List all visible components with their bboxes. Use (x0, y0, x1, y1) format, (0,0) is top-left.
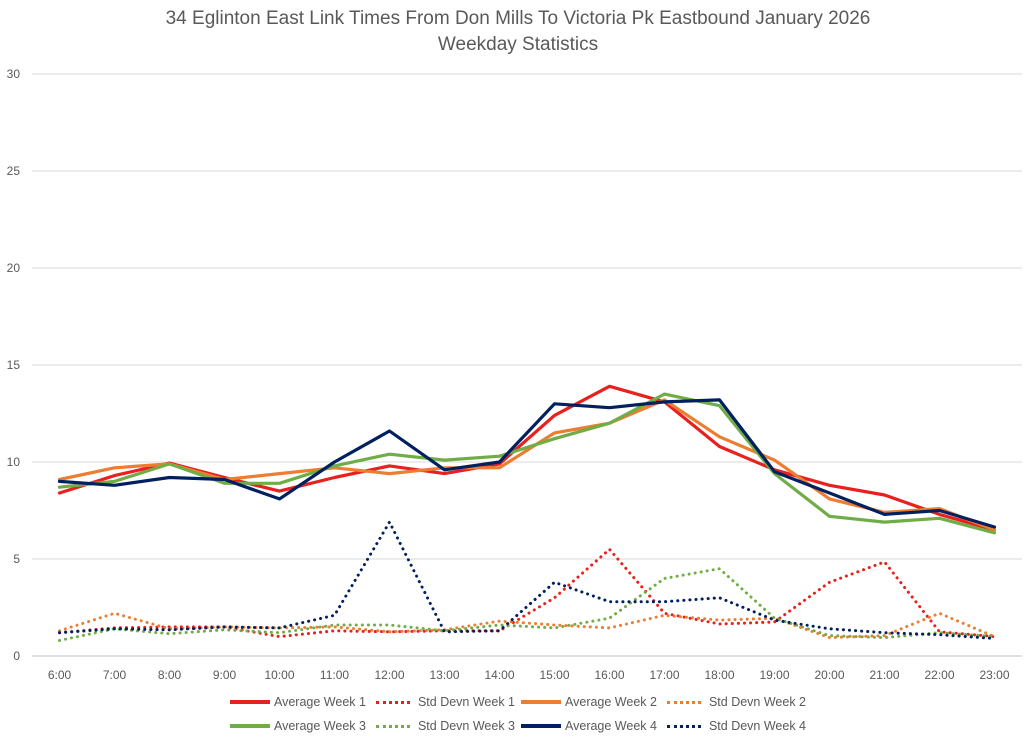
x-tick-label: 18:00 (704, 668, 734, 682)
legend-swatch-average-week-3 (229, 724, 270, 728)
y-tick-label: 30 (7, 67, 21, 81)
legend-item-std-devn-week-1: Std Devn Week 1 (372, 695, 515, 709)
legend-label: Std Devn Week 1 (417, 695, 515, 709)
series-line-std-devn-week-1 (58, 547, 996, 639)
legend-swatch-std-devn-week-4 (666, 724, 701, 728)
x-tick-label: 13:00 (429, 668, 459, 682)
series-line-std-devn-week-4 (58, 520, 996, 640)
x-tick-label: 16:00 (594, 668, 624, 682)
x-tick-label: 20:00 (814, 668, 844, 682)
legend-label: Average Week 1 (273, 695, 366, 709)
legend-item-average-week-3: Average Week 3 (229, 719, 366, 733)
y-axis-ticks: 0 5 10 15 20 25 30 (7, 67, 21, 663)
legend-swatch-std-devn-week-1 (375, 700, 410, 704)
legend-swatch-std-devn-week-2 (666, 700, 701, 704)
legend-item-average-week-1: Average Week 1 (229, 695, 366, 709)
x-tick-label: 12:00 (374, 668, 404, 682)
x-tick-label: 9:00 (213, 668, 237, 682)
series-line-average-week-1 (57, 384, 997, 532)
legend-swatch-std-devn-week-3 (375, 724, 410, 728)
legend-label: Average Week 2 (565, 695, 657, 709)
x-axis-ticks: 6:00 7:00 8:00 9:00 10:00 11:00 12:00 13:00 14:0… (48, 668, 1010, 682)
series-line-std-devn-week-3 (58, 567, 996, 642)
x-tick-label: 23:00 (979, 668, 1009, 682)
series-line-average-week-3 (57, 392, 997, 535)
y-tick-label: 15 (7, 358, 21, 372)
legend-label: Average Week 3 (273, 719, 366, 733)
legend-label: Average Week 4 (565, 719, 657, 733)
legend-item-std-devn-week-3: Std Devn Week 3 (372, 719, 515, 733)
y-tick-label: 25 (7, 164, 21, 178)
legend: Average Week 1 Std Devn Week 1 Average Wee… (0, 690, 1024, 738)
x-tick-label: 6:00 (48, 668, 72, 682)
y-tick-label: 20 (7, 261, 21, 275)
series-line-average-week-2 (57, 398, 997, 532)
legend-swatch-average-week-1 (229, 700, 270, 704)
chart-title: 34 Eglinton East Link Times From Don Mil… (165, 8, 871, 29)
x-tick-label: 7:00 (103, 668, 127, 682)
x-tick-label: 15:00 (539, 668, 569, 682)
y-tick-label: 5 (13, 552, 20, 566)
y-tick-label: 0 (13, 649, 20, 663)
x-tick-label: 19:00 (759, 668, 789, 682)
x-tick-label: 11:00 (320, 668, 349, 682)
legend-row: Average Week 1 Std Devn Week 1 Average Wee… (0, 690, 1024, 714)
chart-subtitle: Weekday Statistics (437, 34, 599, 55)
gridlines (32, 73, 1022, 657)
x-tick-label: 8:00 (158, 668, 182, 682)
y-tick-label: 10 (7, 455, 21, 469)
legend-item-std-devn-week-4: Std Devn Week 4 (663, 719, 806, 733)
series-line-average-week-4 (57, 398, 997, 529)
x-tick-label: 21:00 (869, 668, 899, 682)
series-group (57, 384, 997, 642)
x-tick-label: 17:00 (649, 668, 679, 682)
chart-title-block: 34 Eglinton East Link Times From Don Mil… (0, 6, 1024, 58)
legend-swatch-average-week-4 (521, 724, 561, 728)
legend-item-average-week-4: Average Week 4 (521, 719, 657, 733)
legend-swatch-average-week-2 (521, 700, 561, 704)
legend-item-average-week-2: Average Week 2 (521, 695, 657, 709)
x-tick-label: 22:00 (924, 668, 954, 682)
legend-row: Average Week 3 Std Devn Week 3 Average Wee… (0, 714, 1024, 738)
legend-label: Std Devn Week 2 (708, 695, 807, 709)
legend-item-std-devn-week-2: Std Devn Week 2 (663, 695, 806, 709)
x-tick-label: 10:00 (264, 668, 294, 682)
x-tick-label: 14:00 (484, 668, 514, 682)
legend-label: Std Devn Week 4 (708, 719, 807, 733)
legend-label: Std Devn Week 3 (417, 719, 515, 733)
